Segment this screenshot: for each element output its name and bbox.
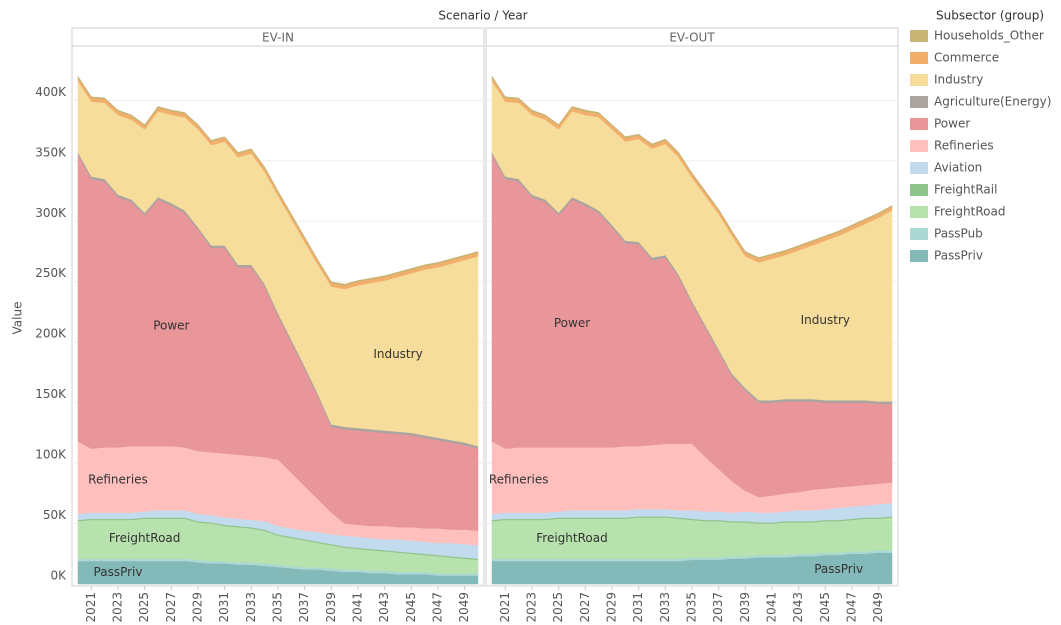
area-label: Power bbox=[153, 318, 189, 332]
x-tick-label: 2023 bbox=[525, 592, 539, 623]
area-label: PassPriv bbox=[94, 565, 143, 579]
y-tick-label: 350K bbox=[35, 145, 67, 159]
area-label: Power bbox=[554, 316, 590, 330]
legend-swatch bbox=[910, 52, 928, 64]
area-label: Refineries bbox=[88, 473, 148, 487]
x-tick-label: 2043 bbox=[791, 592, 805, 623]
x-tick-label: 2021 bbox=[84, 592, 98, 623]
y-tick-label: 100K bbox=[35, 448, 67, 462]
x-tick-label: 2041 bbox=[765, 592, 779, 623]
x-tick-label: 2035 bbox=[271, 592, 285, 623]
legend-title: Subsector (group) bbox=[936, 9, 1044, 23]
legend-swatch bbox=[910, 96, 928, 108]
y-axis-label: Value bbox=[11, 302, 25, 335]
legend-swatch bbox=[910, 140, 928, 152]
legend-swatch bbox=[910, 30, 928, 42]
legend-label: Industry bbox=[934, 73, 983, 87]
legend-label: Households_Other bbox=[934, 29, 1044, 43]
legend-swatch bbox=[910, 206, 928, 218]
x-tick-label: 2025 bbox=[551, 592, 565, 623]
legend-label: Power bbox=[934, 117, 970, 131]
x-tick-label: 2047 bbox=[431, 592, 445, 623]
legend-swatch bbox=[910, 184, 928, 196]
y-tick-label: 200K bbox=[35, 327, 67, 341]
x-tick-label: 2025 bbox=[137, 592, 151, 623]
x-tick-label: 2045 bbox=[818, 592, 832, 623]
x-tick-label: 2049 bbox=[457, 592, 471, 623]
x-tick-label: 2049 bbox=[871, 592, 885, 623]
y-tick-label: 150K bbox=[35, 387, 67, 401]
x-tick-label: 2047 bbox=[845, 592, 859, 623]
x-tick-label: 2037 bbox=[711, 592, 725, 623]
legend-swatch bbox=[910, 74, 928, 86]
panel-title: EV-OUT bbox=[669, 31, 715, 45]
x-tick-label: 2037 bbox=[297, 592, 311, 623]
legend-label: Aviation bbox=[934, 161, 982, 175]
x-tick-label: 2031 bbox=[217, 592, 231, 623]
y-tick-label: 250K bbox=[35, 266, 67, 280]
y-tick-label: 50K bbox=[43, 508, 67, 522]
x-tick-label: 2043 bbox=[377, 592, 391, 623]
area-label: FreightRoad bbox=[536, 531, 607, 545]
area-label: FreightRoad bbox=[109, 531, 180, 545]
x-tick-label: 2035 bbox=[685, 592, 699, 623]
area bbox=[491, 75, 893, 260]
panel-title: EV-IN bbox=[262, 31, 294, 45]
area-label: Refineries bbox=[489, 473, 549, 487]
y-tick-label: 0K bbox=[50, 569, 67, 583]
area-label: Industry bbox=[373, 347, 422, 361]
x-tick-label: 2029 bbox=[191, 592, 205, 623]
x-tick-label: 2045 bbox=[404, 592, 418, 623]
legend-swatch bbox=[910, 162, 928, 174]
y-tick-label: 300K bbox=[35, 206, 67, 220]
legend-label: Agriculture(Energy) bbox=[934, 95, 1051, 109]
legend-label: Refineries bbox=[934, 139, 994, 153]
x-tick-label: 2033 bbox=[658, 592, 672, 623]
y-tick-label: 400K bbox=[35, 85, 67, 99]
x-tick-label: 2029 bbox=[605, 592, 619, 623]
x-tick-label: 2023 bbox=[111, 592, 125, 623]
area bbox=[77, 75, 479, 286]
area-label: PassPriv bbox=[814, 562, 863, 576]
legend-label: Commerce bbox=[934, 51, 999, 65]
x-tick-label: 2031 bbox=[631, 592, 645, 623]
legend-swatch bbox=[910, 250, 928, 262]
x-tick-label: 2033 bbox=[244, 592, 258, 623]
legend-label: PassPriv bbox=[934, 249, 983, 263]
x-tick-label: 2027 bbox=[578, 592, 592, 623]
x-tick-label: 2027 bbox=[164, 592, 178, 623]
area-label: Industry bbox=[801, 313, 850, 327]
legend-label: FreightRail bbox=[934, 183, 997, 197]
legend-label: PassPub bbox=[934, 227, 983, 241]
x-tick-label: 2041 bbox=[351, 592, 365, 623]
x-tick-label: 2039 bbox=[738, 592, 752, 623]
chart-title: Scenario / Year bbox=[438, 9, 527, 23]
legend-label: FreightRoad bbox=[934, 205, 1005, 219]
legend-swatch bbox=[910, 228, 928, 240]
x-tick-label: 2039 bbox=[324, 592, 338, 623]
x-tick-label: 2021 bbox=[498, 592, 512, 623]
legend-swatch bbox=[910, 118, 928, 130]
